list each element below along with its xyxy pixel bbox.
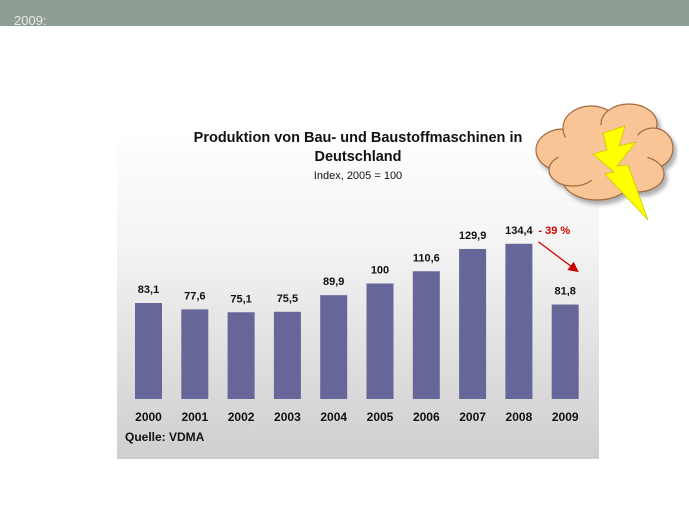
decline-arrow: [538, 241, 579, 273]
bar-2006: [412, 271, 440, 399]
bar-2000: [135, 303, 162, 399]
chart-subtitle: Index, 2005 = 100: [313, 170, 403, 182]
data-label-2003: 75,5: [277, 293, 298, 305]
data-label-2009: 81,8: [554, 286, 575, 298]
bar-2002: [227, 312, 255, 399]
bar-2007: [459, 248, 487, 399]
slide-header-text: 2009:: [14, 14, 47, 26]
data-label-2001: 77,6: [184, 290, 205, 302]
bar-2009: [551, 304, 579, 399]
bar-2005: [366, 283, 394, 399]
chart-panel: Produktion von Bau- und Baustoffmaschine…: [117, 128, 599, 459]
chart-title-line-1: Produktion von Bau- und Baustoffmaschine…: [193, 130, 523, 146]
x-tick-2000: 2000: [135, 410, 162, 424]
bar-chart: 83,1 2000 77,6 2001 75,1 2002 75,5 2003 89,9 2004…: [135, 225, 579, 424]
x-tick-2004: 2004: [320, 410, 347, 424]
x-tick-2008: 2008: [506, 410, 533, 424]
x-tick-2002: 2002: [228, 410, 255, 424]
bar-2004: [320, 295, 348, 399]
data-label-2006: 110,6: [413, 252, 440, 264]
storm-cloud-lightning-icon: [535, 103, 674, 221]
data-label-2004: 89,9: [323, 276, 344, 288]
x-tick-2006: 2006: [413, 410, 440, 424]
bar-2001: [181, 309, 209, 399]
decline-annotation: - 39 %: [538, 225, 570, 237]
bar-2003: [273, 311, 301, 399]
data-label-2002: 75,1: [230, 293, 251, 305]
data-label-2008: 134,4: [505, 225, 533, 237]
x-tick-2009: 2009: [552, 410, 579, 424]
data-label-2005: 100: [371, 265, 389, 277]
slide-header-bar: 2009:: [0, 0, 689, 26]
data-label-2007: 129,9: [459, 230, 487, 242]
x-tick-2005: 2005: [367, 410, 394, 424]
x-tick-2003: 2003: [274, 410, 301, 424]
data-label-2000: 83,1: [138, 284, 159, 296]
bar-2008: [505, 243, 533, 399]
x-tick-2001: 2001: [181, 410, 208, 424]
chart-source: Quelle: VDMA: [125, 430, 205, 444]
x-tick-2007: 2007: [459, 410, 486, 424]
chart-title-line-2: Deutschland: [314, 149, 402, 165]
